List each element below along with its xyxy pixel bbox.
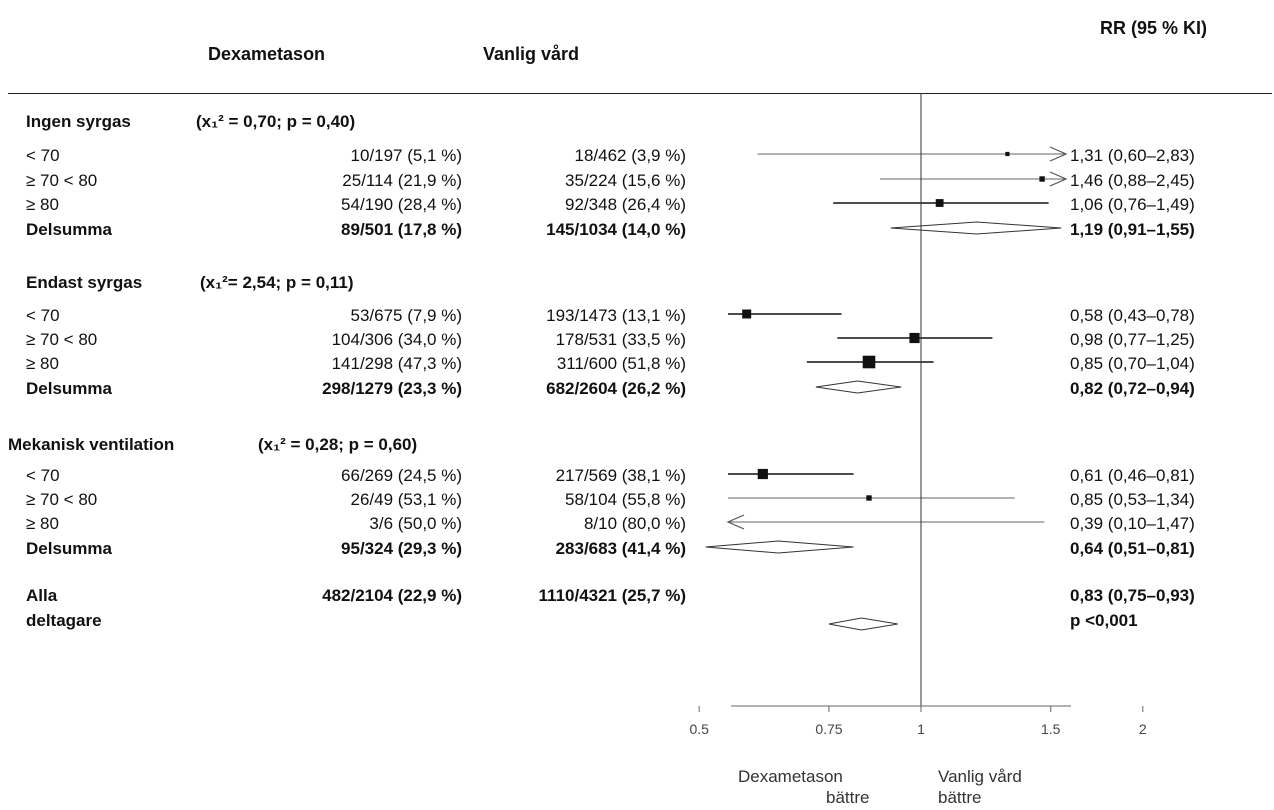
g0-row0-point-square (1005, 151, 1010, 157)
row-rr-text: 0,85 (0,53–1,34) (1070, 490, 1195, 509)
row-rr-text: 0,58 (0,43–0,78) (1070, 306, 1195, 325)
row-vanlig-count: 178/531 (33,5 %) (555, 330, 686, 349)
row-age-label: < 70 (26, 466, 60, 485)
row-rr-text: 1,31 (0,60–2,83) (1070, 146, 1195, 165)
group-title: Ingen syrgas (26, 112, 131, 131)
g0-row1-ci-arrow-right (1049, 171, 1068, 187)
g1-row1-point-square (909, 332, 920, 344)
row-rr-text: 1,06 (0,76–1,49) (1070, 195, 1195, 214)
overall-dexa-count: 482/2104 (22,9 %) (322, 586, 462, 605)
subtotal-vanlig-count: 145/1034 (14,0 %) (546, 220, 686, 239)
overall-label-line2: deltagare (26, 611, 102, 630)
subtotal-dexa-count: 298/1279 (23,3 %) (322, 379, 462, 398)
row-age-label: < 70 (26, 146, 60, 165)
row-vanlig-count: 92/348 (26,4 %) (565, 195, 686, 214)
group-title: Mekanisk ventilation (8, 435, 175, 454)
favours-dexametason-line2: bättre (826, 788, 870, 807)
row-dexa-count: 25/114 (21,9 %) (342, 171, 462, 190)
g2-row1-point-square (866, 495, 872, 501)
x-tick-label: 2 (1138, 721, 1147, 737)
row-vanlig-count: 35/224 (15,6 %) (565, 171, 686, 190)
row-vanlig-count: 217/569 (38,1 %) (555, 466, 686, 485)
row-age-label: ≥ 80 (26, 195, 59, 214)
favours-dexametason-line1: Dexametason (738, 767, 843, 786)
x-tick-label: 0.5 (689, 721, 709, 737)
subtotal-vanlig-count: 283/683 (41,4 %) (555, 539, 686, 558)
row-rr-text: 0,98 (0,77–1,25) (1070, 330, 1195, 349)
group-heterogeneity-stat: (x₁²= 2,54; p = 0,11) (200, 273, 354, 292)
subtotal-label: Delsumma (26, 379, 112, 398)
g1-subtotal-summary-diamond (815, 380, 902, 394)
subtotal-rr-text: 0,64 (0,51–0,81) (1070, 539, 1195, 558)
row-dexa-count: 141/298 (47,3 %) (331, 354, 462, 373)
row-dexa-count: 53/675 (7,9 %) (350, 306, 462, 325)
row-vanlig-count: 311/600 (51,8 %) (556, 354, 686, 373)
g0-row1-point-square (1039, 176, 1045, 182)
row-dexa-count: 3/6 (50,0 %) (369, 514, 462, 533)
g1-row2-point-square (862, 355, 876, 369)
header-dexametason: Dexametason (208, 44, 326, 64)
header-vanlig-vard: Vanlig vård (483, 44, 580, 64)
x-tick-label: 1.5 (1041, 721, 1061, 737)
subtotal-label: Delsumma (26, 539, 112, 558)
g0-row2-point-square (935, 199, 944, 207)
row-dexa-count: 54/190 (28,4 %) (341, 195, 462, 214)
overall-label-line1: Alla (26, 586, 58, 605)
row-dexa-count: 10/197 (5,1 %) (350, 146, 462, 165)
overall-summary-diamond (828, 617, 898, 631)
g2-row2-ci-arrow-left (726, 514, 745, 530)
row-rr-text: 0,85 (0,70–1,04) (1070, 354, 1195, 373)
row-rr-text: 0,61 (0,46–0,81) (1070, 466, 1195, 485)
header-rr-ki: RR (95 % KI) (1100, 18, 1208, 38)
row-rr-text: 1,46 (0,88–2,45) (1070, 171, 1195, 190)
g1-row0-point-square (742, 309, 752, 319)
x-tick-label: 0.75 (815, 721, 843, 737)
row-age-label: ≥ 70 < 80 (26, 490, 98, 509)
subtotal-dexa-count: 95/324 (29,3 %) (341, 539, 462, 558)
row-rr-text: 0,39 (0,10–1,47) (1070, 514, 1195, 533)
row-vanlig-count: 18/462 (3,9 %) (574, 146, 686, 165)
group-heterogeneity-stat: (x₁² = 0,28; p = 0,60) (258, 435, 418, 454)
header-rule (8, 93, 1272, 94)
g0-subtotal-summary-diamond (890, 221, 1062, 235)
group-heterogeneity-stat: (x₁² = 0,70; p = 0,40) (196, 112, 356, 131)
row-vanlig-count: 58/104 (55,8 %) (565, 490, 686, 509)
g2-subtotal-summary-diamond (705, 540, 854, 554)
row-dexa-count: 26/49 (53,1 %) (350, 490, 462, 509)
subtotal-rr-text: 1,19 (0,91–1,55) (1070, 220, 1195, 239)
subtotal-rr-text: 0,82 (0,72–0,94) (1070, 379, 1195, 398)
row-age-label: ≥ 80 (26, 514, 59, 533)
row-age-label: < 70 (26, 306, 60, 325)
overall-vanlig-count: 1110/4321 (25,7 %) (538, 586, 686, 605)
overall-rr-text: 0,83 (0,75–0,93) (1070, 586, 1195, 605)
favours-vanlig-line1: Vanlig vård (938, 767, 1022, 786)
g0-row0-ci-arrow-right (1049, 146, 1068, 162)
row-vanlig-count: 193/1473 (13,1 %) (546, 306, 686, 325)
x-tick-label: 1 (917, 721, 925, 737)
row-vanlig-count: 8/10 (80,0 %) (583, 514, 686, 533)
row-age-label: ≥ 70 < 80 (26, 171, 98, 190)
row-dexa-count: 104/306 (34,0 %) (331, 330, 462, 349)
row-dexa-count: 66/269 (24,5 %) (341, 466, 462, 485)
row-age-label: ≥ 70 < 80 (26, 330, 98, 349)
group-title: Endast syrgas (26, 273, 143, 292)
subtotal-label: Delsumma (26, 220, 112, 239)
g2-row0-point-square (757, 468, 768, 480)
overall-p-value: p <0,001 (1070, 611, 1138, 630)
subtotal-dexa-count: 89/501 (17,8 %) (341, 220, 462, 239)
row-age-label: ≥ 80 (26, 354, 59, 373)
subtotal-vanlig-count: 682/2604 (26,2 %) (546, 379, 686, 398)
favours-vanlig-line2: bättre (938, 788, 982, 807)
